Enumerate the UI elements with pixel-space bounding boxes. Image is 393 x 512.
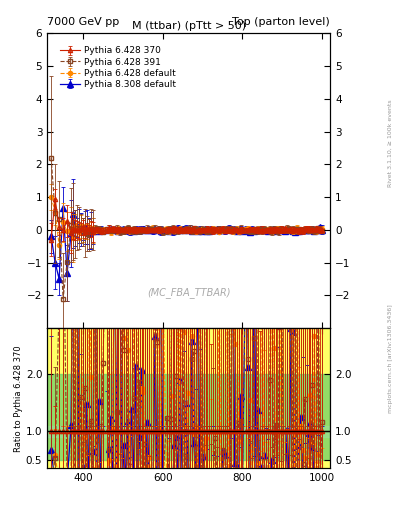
Bar: [47, 374, 330, 460]
Bar: [47, 425, 330, 437]
Text: mcplots.cern.ch [arXiv:1306.3436]: mcplots.cern.ch [arXiv:1306.3436]: [388, 304, 393, 413]
Title: M (ttbar) (pTtt > 50): M (ttbar) (pTtt > 50): [132, 21, 246, 31]
Text: Rivet 3.1.10, ≥ 100k events: Rivet 3.1.10, ≥ 100k events: [388, 99, 393, 187]
Y-axis label: Ratio to Pythia 6.428 370: Ratio to Pythia 6.428 370: [14, 345, 23, 452]
Text: Top (parton level): Top (parton level): [232, 16, 330, 27]
Legend: Pythia 6.428 370, Pythia 6.428 391, Pythia 6.428 default, Pythia 8.308 default: Pythia 6.428 370, Pythia 6.428 391, Pyth…: [57, 44, 178, 92]
Text: (MC_FBA_TTBAR): (MC_FBA_TTBAR): [147, 287, 230, 298]
Text: 7000 GeV pp: 7000 GeV pp: [47, 16, 119, 27]
